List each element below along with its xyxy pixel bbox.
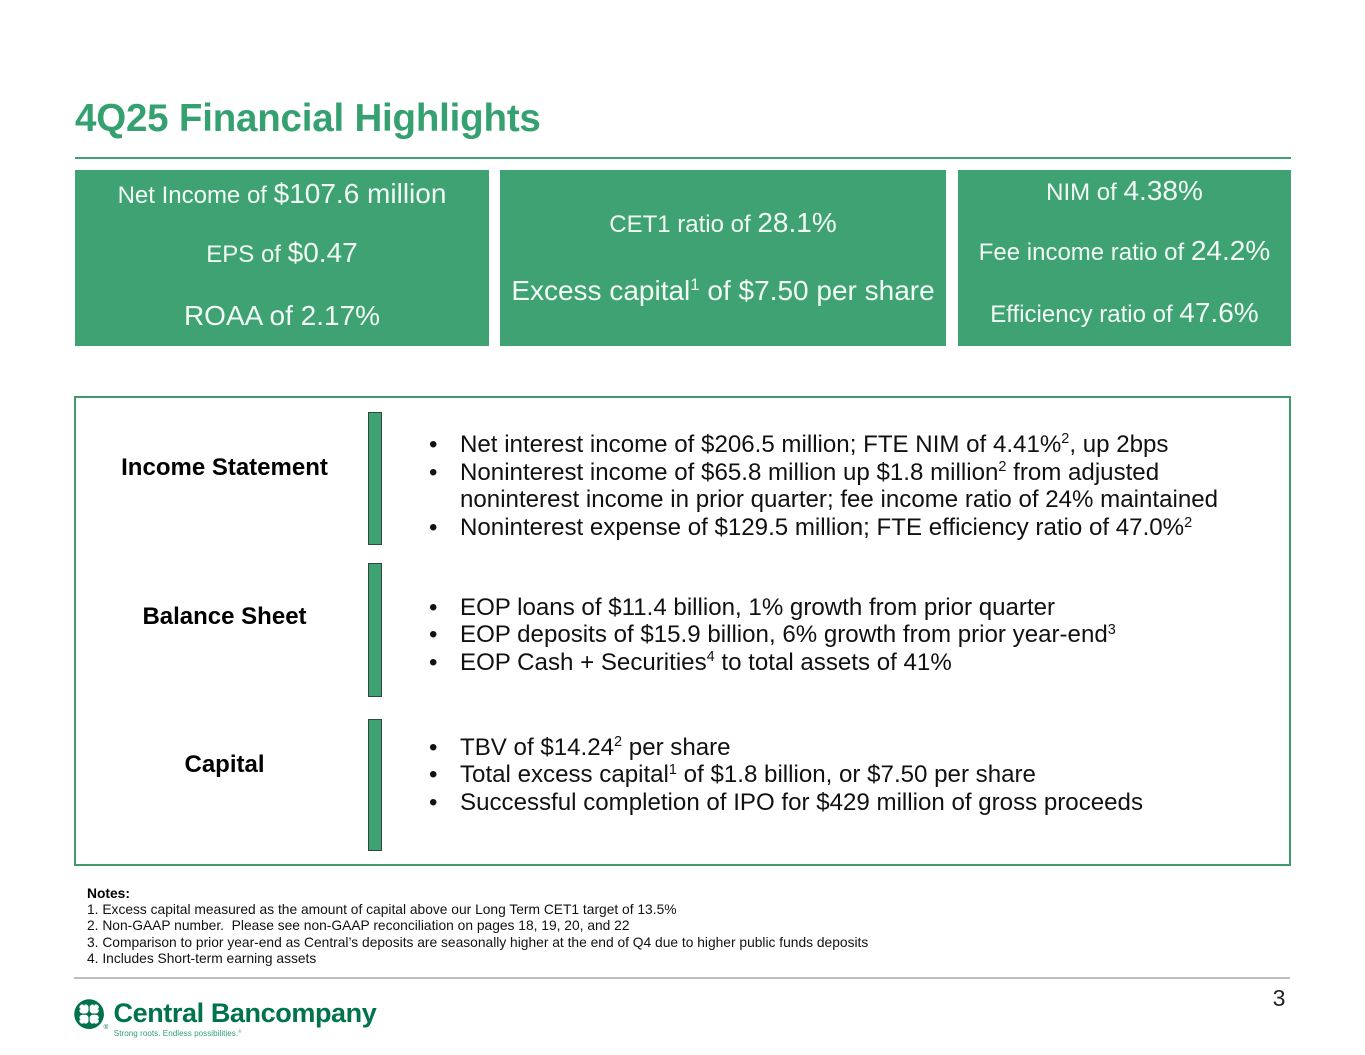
svg-text:®: ® bbox=[104, 1023, 109, 1031]
